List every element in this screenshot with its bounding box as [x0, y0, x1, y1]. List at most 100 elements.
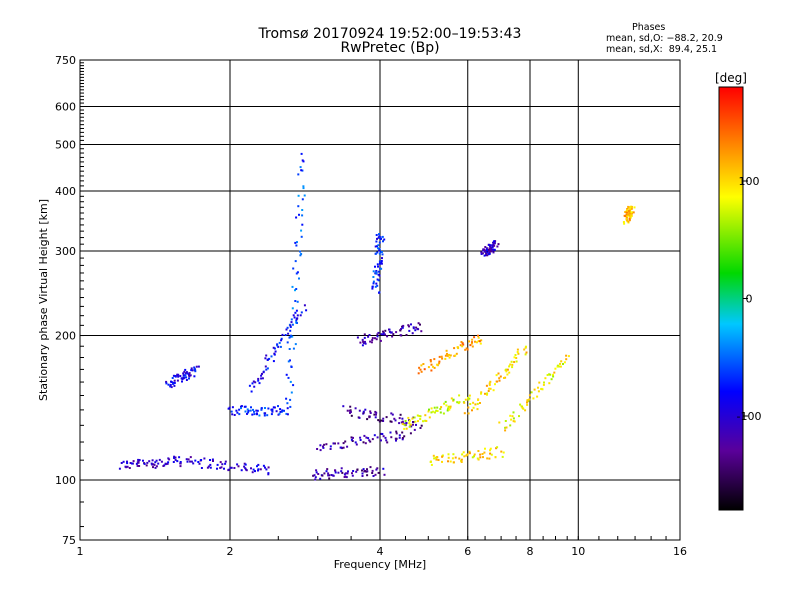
data-point [200, 467, 203, 469]
data-point [280, 337, 283, 340]
data-point [524, 409, 527, 412]
data-point [325, 443, 328, 446]
data-point [369, 412, 372, 414]
data-point [137, 460, 140, 463]
data-point [381, 433, 384, 435]
data-point [398, 422, 401, 425]
data-point [441, 357, 444, 360]
data-point [295, 319, 298, 322]
data-point [370, 341, 373, 344]
data-point [477, 334, 479, 337]
data-point [525, 345, 527, 348]
data-point [399, 413, 402, 416]
data-point [413, 428, 416, 431]
data-point [322, 445, 324, 448]
data-point [404, 420, 407, 422]
data-point [290, 334, 292, 337]
data-point [486, 254, 489, 257]
data-point [184, 374, 187, 377]
data-point [186, 460, 189, 463]
data-point [382, 420, 385, 422]
data-point [498, 421, 501, 424]
data-point [633, 206, 636, 209]
data-point [472, 406, 475, 409]
data-point [377, 247, 379, 250]
data-point [424, 419, 427, 422]
data-point [371, 287, 374, 290]
data-point [327, 474, 330, 477]
data-point [562, 363, 564, 365]
data-point [440, 406, 443, 409]
data-point [368, 439, 371, 442]
data-point [420, 330, 423, 333]
data-point [362, 441, 365, 444]
data-point [188, 375, 191, 378]
data-point [405, 422, 408, 424]
data-point [373, 413, 376, 416]
data-point [469, 344, 472, 347]
data-point [174, 456, 177, 459]
data-point [473, 453, 476, 456]
data-point [231, 406, 234, 409]
data-point [273, 347, 276, 350]
data-point [493, 248, 496, 251]
data-point [195, 365, 198, 368]
data-point [403, 427, 406, 430]
data-point [452, 398, 455, 401]
y-tick-label: 400 [55, 185, 76, 198]
data-point [510, 360, 513, 363]
data-point [155, 465, 158, 468]
x-tick-label: 1 [77, 545, 84, 558]
data-point [251, 382, 254, 385]
data-point [395, 432, 398, 435]
data-point [629, 205, 632, 208]
data-point [376, 467, 379, 470]
data-point [356, 468, 359, 471]
data-point [244, 410, 247, 413]
data-point [438, 362, 441, 365]
data-point [477, 336, 480, 339]
data-point [384, 436, 387, 439]
data-point [290, 391, 293, 394]
data-point [488, 252, 491, 255]
data-point [414, 420, 417, 423]
data-point [253, 410, 255, 413]
data-point [496, 245, 499, 248]
data-point [467, 406, 470, 409]
data-point [301, 169, 304, 172]
data-point [342, 442, 345, 445]
data-point [449, 460, 452, 463]
data-point [277, 405, 279, 408]
data-point [409, 432, 412, 435]
y-tick-label: 300 [55, 245, 76, 258]
data-point [359, 439, 362, 441]
data-point [362, 468, 365, 471]
data-point [290, 318, 293, 321]
data-point [255, 412, 258, 415]
data-point [484, 249, 487, 252]
data-point [512, 411, 515, 414]
data-point [371, 472, 374, 474]
data-point [632, 211, 635, 214]
data-point [438, 360, 441, 363]
data-point [488, 387, 491, 390]
data-point [190, 460, 193, 463]
data-point [194, 459, 197, 462]
data-point [170, 381, 173, 383]
data-point [484, 246, 487, 248]
data-point [294, 241, 297, 244]
data-point [377, 471, 380, 474]
data-point [380, 419, 383, 422]
data-point [625, 210, 628, 213]
data-point [182, 372, 185, 375]
data-point [348, 409, 351, 412]
data-point [186, 372, 189, 375]
data-point [537, 386, 539, 389]
data-point [369, 410, 372, 413]
data-point [391, 335, 394, 338]
data-point [418, 366, 421, 369]
data-point [460, 341, 463, 343]
data-point [379, 262, 381, 265]
data-point [481, 453, 484, 455]
data-point [468, 452, 471, 455]
